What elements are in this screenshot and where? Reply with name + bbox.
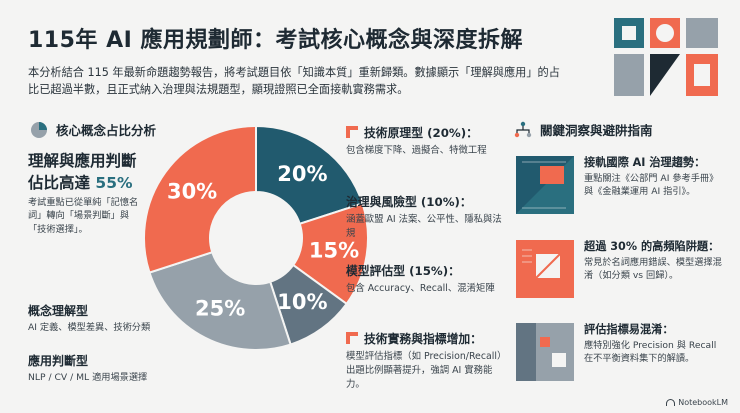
donut-chart: 20% 15% 10% 25% 30%	[143, 124, 369, 351]
insight-title: 接軌國際 AI 治理趨勢：	[584, 156, 706, 169]
insight-desc: 常見於名詞應用錯誤、模型選擇混淆（如分類 vs 回歸）。	[584, 257, 722, 282]
middle-item-model-eval: 模型評估型 (15%)： 包含 Accuracy、Recall、混淆矩陣	[346, 262, 511, 296]
headline-line1: 理解與應用判斷	[28, 152, 137, 170]
gray-tile-icon	[516, 323, 574, 381]
donut-slice-label: 10%	[277, 290, 327, 314]
donut-slice-label: 15%	[309, 238, 359, 262]
middle-item-tech-principle: 技術原理型 (20%)： 包含梯度下降、過擬合、特徵工程	[346, 124, 511, 158]
concept-type-desc: AI 定義、模型差異、技術分類	[28, 322, 151, 333]
donut-slice	[143, 124, 257, 274]
orange-corner-icon	[346, 332, 358, 344]
donut-slice-label: 20%	[277, 162, 327, 186]
teal-tile-icon	[516, 156, 574, 214]
donut-slice-label: 25%	[195, 296, 245, 320]
donut-slice	[255, 124, 364, 226]
donut-slice-label: 30%	[167, 180, 217, 204]
headline-note: 考試重點已從單純「記憶名詞」轉向「場景判斷」與「技術選擇」。	[28, 197, 139, 235]
insights-heading: 關鍵洞察與避阱指南	[514, 120, 653, 139]
middle-item-title: 技術實務與指標增加：	[364, 332, 482, 346]
core-analysis-heading: 核心概念占比分析	[30, 120, 156, 139]
middle-item-title: 治理與風險型 (10%)：	[346, 195, 472, 209]
orange-tile-icon	[516, 240, 574, 298]
insight-title: 評估指標易混淆：	[584, 323, 674, 336]
insight-metrics: 評估指標易混淆： 應特別強化 Precision 與 Recall 在不平衡資料…	[516, 321, 722, 385]
middle-item-desc: 涵蓋歐盟 AI 法案、公平性、隱私與法規	[346, 214, 502, 240]
insight-governance: 接軌國際 AI 治理趨勢： 重點關注《公部門 AI 參考手冊》與《金融業運用 A…	[516, 154, 722, 218]
page-title: 115年 AI 應用規劃師：考試核心概念與深度拆解	[28, 28, 523, 53]
application-type-block: 應用判斷型 NLP / CV / ML 適用場景選擇	[28, 352, 188, 384]
application-type-title: 應用判斷型	[28, 354, 89, 368]
core-analysis-heading-text: 核心概念占比分析	[56, 123, 157, 138]
insight-trap-questions: 超過 30% 的高頻陷阱題： 常見於名詞應用錯誤、模型選擇混淆（如分類 vs 回…	[516, 238, 722, 302]
concept-type-title: 概念理解型	[28, 304, 89, 318]
network-icon	[514, 121, 532, 137]
orange-corner-icon	[346, 126, 358, 138]
middle-item-title: 模型評估型 (15%)：	[346, 264, 460, 278]
donut-slice	[148, 250, 292, 351]
insight-desc: 重點關注《公部門 AI 參考手冊》與《金融業運用 AI 指引》。	[584, 173, 719, 198]
donut-hole	[211, 193, 301, 283]
insight-desc: 應特別強化 Precision 與 Recall 在不平衡資料集下的解讀。	[584, 340, 717, 365]
middle-item-title: 技術原理型 (20%)：	[364, 126, 478, 140]
headline: 理解與應用判斷 佔比高達 55%	[28, 150, 137, 195]
application-type-desc: NLP / CV / ML 適用場景選擇	[28, 372, 148, 383]
notebooklm-icon	[666, 399, 676, 406]
branding: NotebookLM	[666, 398, 728, 407]
logo-graphic	[614, 18, 718, 96]
insights-heading-text: 關鍵洞察與避阱指南	[540, 123, 653, 138]
intro-paragraph: 本分析結合 115 年最新命題趨勢報告，將考試題目依「知識本質」重新歸類。數據顯…	[28, 66, 560, 97]
headline-percentage: 55%	[95, 174, 133, 193]
middle-item-desc: 包含梯度下降、過擬合、特徵工程	[346, 145, 487, 156]
branding-text: NotebookLM	[678, 398, 728, 407]
insight-title: 超過 30% 的高頻陷阱題：	[584, 240, 720, 253]
concept-type-block: 概念理解型 AI 定義、模型差異、技術分類	[28, 302, 156, 334]
middle-item-desc: 模型評估指標（如 Precision/Recall）出題比例顯著提升，強調 AI…	[346, 351, 507, 391]
middle-item-governance: 治理與風險型 (10%)： 涵蓋歐盟 AI 法案、公平性、隱私與法規	[346, 193, 511, 241]
pie-chart-icon	[31, 121, 47, 138]
middle-item-practice: 技術實務與指標增加： 模型評估指標（如 Precision/Recall）出題比…	[346, 330, 511, 392]
middle-item-desc: 包含 Accuracy、Recall、混淆矩陣	[346, 283, 495, 294]
headline-line2: 佔比高達	[28, 174, 96, 193]
